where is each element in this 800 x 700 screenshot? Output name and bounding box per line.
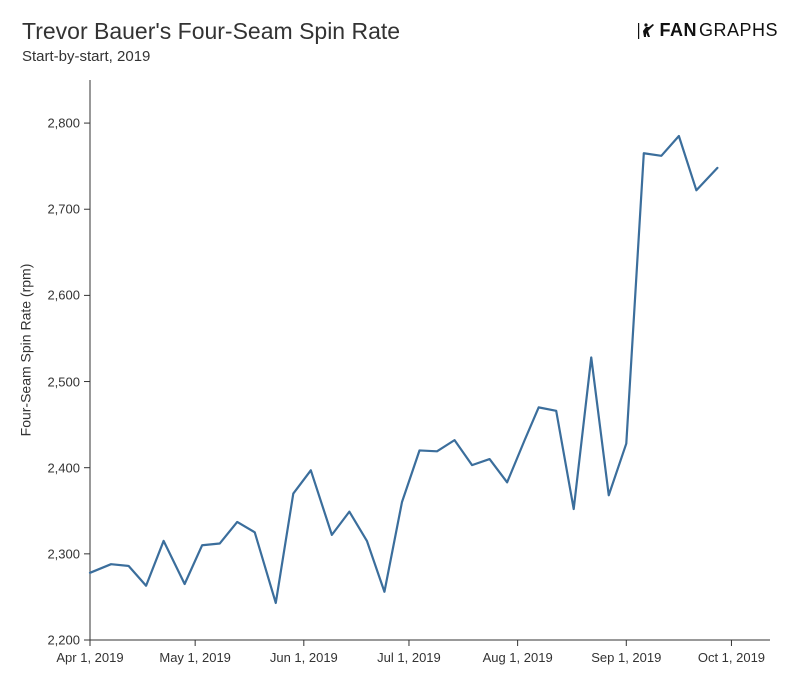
x-tick-label: May 1, 2019 xyxy=(159,650,231,665)
y-tick-label: 2,500 xyxy=(36,374,80,389)
x-tick-label: Aug 1, 2019 xyxy=(483,650,553,665)
x-tick-label: Sep 1, 2019 xyxy=(591,650,661,665)
x-tick-label: Jun 1, 2019 xyxy=(270,650,338,665)
y-tick-label: 2,600 xyxy=(36,288,80,303)
y-tick-label: 2,200 xyxy=(36,633,80,648)
y-tick-label: 2,300 xyxy=(36,546,80,561)
x-tick-label: Jul 1, 2019 xyxy=(377,650,441,665)
chart-plot xyxy=(0,0,800,700)
chart-container: Trevor Bauer's Four-Seam Spin Rate Start… xyxy=(0,0,800,700)
x-tick-label: Oct 1, 2019 xyxy=(698,650,765,665)
y-tick-label: 2,800 xyxy=(36,116,80,131)
x-tick-label: Apr 1, 2019 xyxy=(56,650,123,665)
y-tick-label: 2,400 xyxy=(36,460,80,475)
y-tick-label: 2,700 xyxy=(36,202,80,217)
